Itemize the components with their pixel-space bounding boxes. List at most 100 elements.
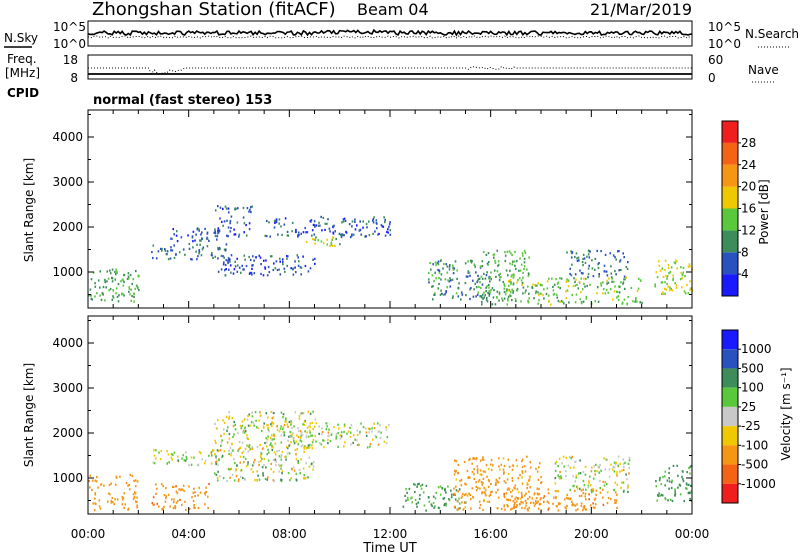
range-cell [655, 480, 657, 483]
range-cell [540, 476, 542, 479]
range-cell [123, 274, 125, 277]
range-cell [525, 289, 527, 292]
range-cell [192, 246, 194, 249]
range-cell [130, 299, 133, 302]
range-cell [294, 266, 296, 269]
range-cell [352, 434, 355, 437]
range-cell [307, 444, 310, 447]
range-cell [485, 464, 488, 467]
range-cell [485, 298, 488, 301]
range-cell [259, 256, 262, 259]
range-cell [469, 297, 471, 301]
range-cell [537, 282, 539, 285]
range-cell [199, 491, 202, 494]
cpid-text: normal (fast stereo) 153 [93, 93, 272, 108]
range-cell [206, 245, 209, 248]
range-cell [492, 296, 495, 299]
range-cell [405, 488, 407, 491]
range-cell [342, 218, 345, 221]
range-cell [216, 238, 218, 241]
range-cell [246, 444, 249, 448]
range-cell [507, 280, 510, 283]
range-cell [411, 501, 413, 504]
range-cell [171, 453, 174, 456]
range-cell [94, 493, 96, 496]
range-cell [215, 473, 218, 476]
range-cell [383, 440, 386, 443]
range-cell [570, 457, 573, 460]
range-cell [241, 420, 244, 423]
range-cell [558, 477, 561, 480]
range-cell [605, 288, 608, 292]
range-cell [637, 287, 640, 290]
range-cell [290, 267, 292, 270]
range-cell [278, 268, 280, 271]
range-cell [542, 293, 544, 297]
range-cell [290, 477, 292, 480]
velocity-colorbar-tick: -25 [741, 419, 761, 433]
range-cell [566, 493, 568, 496]
range-cell [239, 455, 242, 458]
range-cell [530, 501, 532, 504]
range-cell [151, 251, 153, 254]
range-cell [93, 509, 96, 512]
range-cell [225, 259, 228, 262]
range-cell [568, 497, 570, 500]
range-cell [371, 427, 373, 430]
range-cell [94, 479, 97, 482]
range-cell [527, 301, 530, 304]
range-cell [176, 230, 178, 233]
range-cell [262, 274, 265, 277]
range-cell [524, 291, 526, 294]
range-cell [364, 427, 367, 430]
range-cell [559, 300, 561, 303]
range-cell [128, 290, 130, 293]
range-cell [615, 501, 617, 504]
range-cell [421, 483, 424, 486]
range-cell [682, 478, 684, 481]
range-cell [539, 502, 542, 506]
range-cell [173, 256, 176, 259]
range-cell [295, 440, 298, 443]
range-cell [483, 499, 485, 503]
range-cell [330, 433, 333, 436]
range-cell [507, 274, 509, 277]
range-cell [97, 279, 100, 282]
range-cell [444, 488, 446, 491]
range-cell [234, 265, 237, 268]
range-cell [231, 449, 234, 452]
range-cell [221, 456, 223, 459]
range-cell [627, 295, 629, 299]
range-cell [554, 462, 557, 465]
range-cell [210, 462, 213, 465]
range-cell [612, 465, 615, 468]
range-cell [243, 461, 245, 464]
range-cell [233, 420, 235, 424]
range-cell [616, 493, 618, 496]
range-cell [286, 447, 289, 450]
range-cell [655, 485, 658, 488]
range-cell [471, 487, 474, 490]
range-cell [260, 272, 262, 275]
range-cell [321, 431, 324, 434]
range-cell [313, 220, 316, 223]
range-cell [274, 221, 276, 224]
range-cell [504, 254, 507, 257]
range-cell [488, 275, 491, 278]
range-cell [450, 493, 453, 496]
range-cell [542, 496, 545, 499]
range-cell [462, 508, 465, 511]
range-cell [295, 479, 298, 482]
range-cell [309, 425, 312, 428]
range-cell [300, 436, 302, 439]
range-cell [521, 458, 524, 461]
range-cell [619, 259, 622, 262]
range-cell [456, 508, 459, 511]
range-cell [465, 275, 468, 278]
range-cell [112, 295, 114, 298]
range-cell [554, 469, 557, 473]
range-cell [557, 465, 559, 468]
range-cell [521, 496, 523, 499]
range-cell [188, 247, 191, 250]
range-cell [95, 503, 97, 506]
